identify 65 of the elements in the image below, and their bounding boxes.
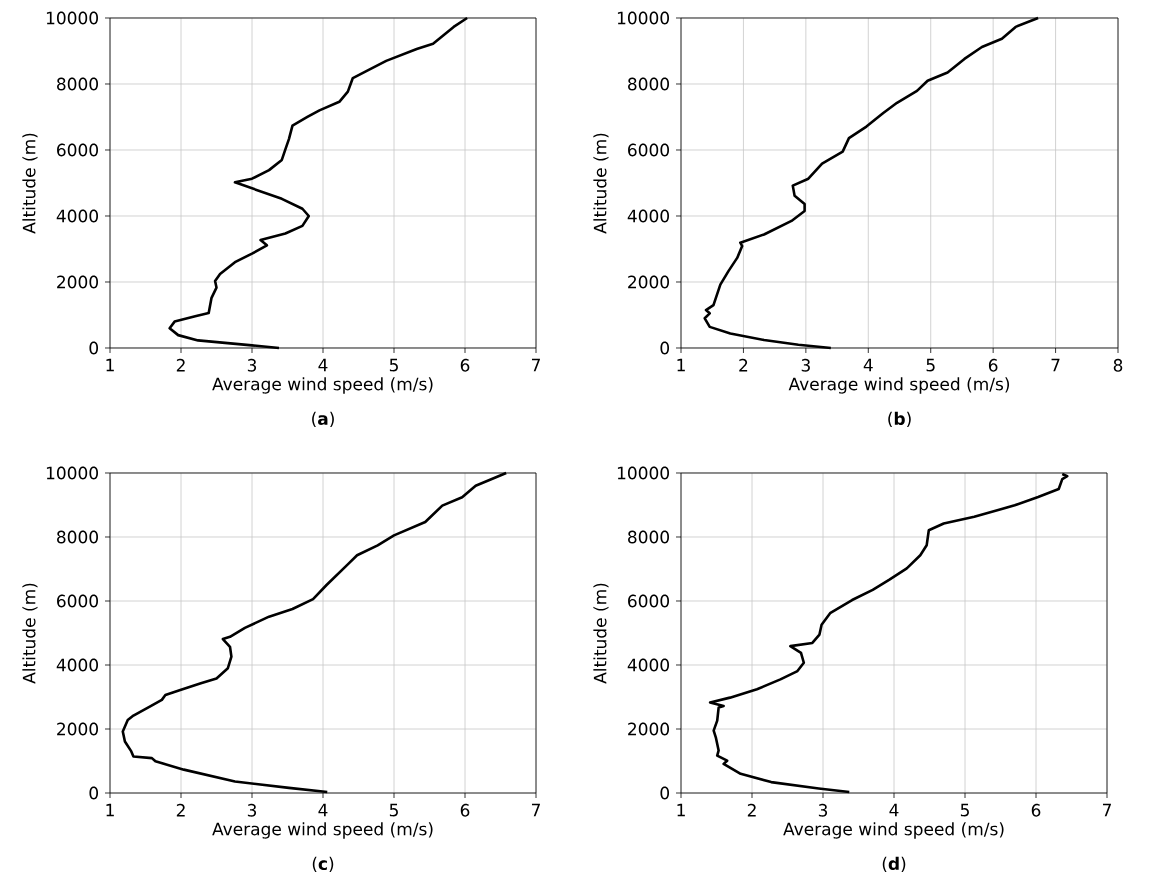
x-tick-label: 5 bbox=[389, 358, 398, 372]
x-tick-label: 2 bbox=[739, 358, 748, 372]
y-tick-label: 8000 bbox=[57, 530, 98, 544]
y-tick-label: 10000 bbox=[46, 466, 98, 480]
x-tick-label: 7 bbox=[531, 803, 540, 817]
x-tick-label: 1 bbox=[106, 358, 114, 372]
y-tick-label: 8000 bbox=[628, 77, 669, 91]
y-axis-title: Altitude (m) bbox=[593, 133, 609, 234]
text: (c) bbox=[312, 856, 334, 872]
x-tick-label: 4 bbox=[863, 358, 873, 372]
x-tick-label: 4 bbox=[318, 803, 328, 817]
x-tick-label: 3 bbox=[801, 358, 810, 372]
text: (d) bbox=[882, 856, 906, 873]
x-tick-label: 5 bbox=[960, 803, 969, 817]
y-tick-label: 4000 bbox=[56, 209, 98, 223]
text: (a) bbox=[312, 411, 334, 427]
x-tick-label: 4 bbox=[889, 803, 899, 817]
x-tick-label: 6 bbox=[988, 358, 998, 372]
x-tick-label: 5 bbox=[926, 358, 935, 372]
x-tick-label: 1 bbox=[677, 803, 685, 817]
x-tick-label: 6 bbox=[1031, 803, 1041, 817]
y-tick-label: 4000 bbox=[56, 658, 98, 672]
x-tick-label: 2 bbox=[176, 803, 185, 817]
y-tick-label: 10000 bbox=[46, 11, 98, 25]
y-tick-label: 4000 bbox=[627, 658, 669, 672]
y-tick-label: 6000 bbox=[628, 594, 669, 608]
y-tick-label: 2000 bbox=[628, 275, 669, 289]
x-tick-label: 2 bbox=[176, 358, 185, 372]
x-tick-label: 2 bbox=[747, 803, 756, 817]
y-axis-title: Altitude (m) bbox=[22, 583, 38, 684]
y-tick-label: 8000 bbox=[628, 530, 669, 544]
x-axis-title: Average wind speed (m/s) bbox=[783, 822, 1004, 839]
y-tick-label: 0 bbox=[660, 786, 670, 800]
y-tick-label: 6000 bbox=[628, 143, 669, 157]
x-tick-label: 1 bbox=[106, 803, 114, 817]
x-tick-label: 5 bbox=[389, 803, 398, 817]
y-tick-label: 2000 bbox=[57, 275, 98, 289]
y-tick-label: 10000 bbox=[617, 466, 669, 480]
x-tick-label: 8 bbox=[1113, 358, 1123, 372]
x-tick-label: 6 bbox=[460, 803, 470, 817]
x-axis-title: Average wind speed (m/s) bbox=[788, 377, 1010, 394]
y-tick-label: 6000 bbox=[57, 594, 98, 608]
y-tick-label: 0 bbox=[660, 341, 670, 355]
y-tick-label: 0 bbox=[89, 341, 99, 355]
y-tick-label: 8000 bbox=[57, 77, 98, 91]
x-tick-label: 7 bbox=[531, 358, 540, 372]
x-tick-label: 6 bbox=[460, 358, 470, 372]
x-tick-label: 3 bbox=[818, 803, 828, 817]
y-tick-label: 2000 bbox=[628, 722, 669, 736]
y-tick-label: 4000 bbox=[627, 209, 669, 223]
y-tick-label: 10000 bbox=[617, 11, 669, 25]
x-tick-label: 3 bbox=[247, 803, 257, 817]
x-tick-label: 7 bbox=[1051, 358, 1060, 372]
y-tick-label: 6000 bbox=[57, 143, 98, 157]
x-tick-label: 1 bbox=[677, 358, 685, 372]
y-axis-title: Altitude (m) bbox=[22, 133, 38, 234]
text: (b) bbox=[888, 411, 911, 428]
x-axis-title: Average wind speed (m/s) bbox=[212, 822, 433, 839]
x-tick-label: 4 bbox=[318, 358, 328, 372]
y-tick-label: 2000 bbox=[57, 722, 98, 736]
x-tick-label: 3 bbox=[247, 358, 257, 372]
x-tick-label: 7 bbox=[1102, 803, 1111, 817]
x-axis-title: Average wind speed (m/s) bbox=[212, 377, 433, 394]
y-tick-label: 0 bbox=[89, 786, 99, 800]
y-axis-title: Altitude (m) bbox=[593, 583, 609, 684]
